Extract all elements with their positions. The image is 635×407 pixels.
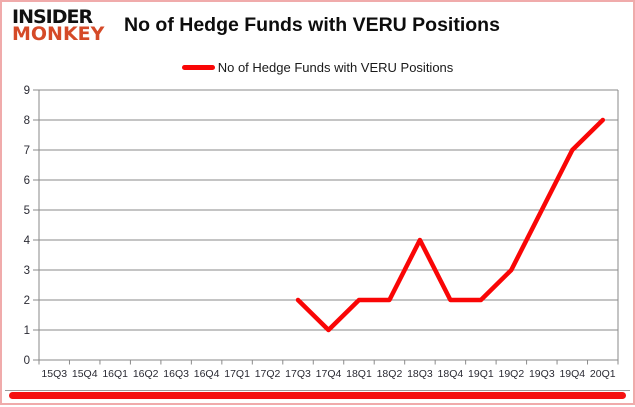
x-tick-label: 18Q3 bbox=[407, 368, 433, 380]
y-tick-label: 6 bbox=[24, 175, 30, 187]
content-divider bbox=[5, 390, 630, 391]
logo-text-insider: INSIDER bbox=[12, 6, 93, 28]
x-tick-label: 17Q4 bbox=[316, 368, 342, 380]
page-title: No of Hedge Funds with VERU Positions bbox=[124, 14, 500, 36]
x-tick-label: 20Q1 bbox=[590, 368, 616, 380]
chart-legend: No of Hedge Funds with VERU Positions bbox=[2, 60, 633, 75]
y-tick-label: 3 bbox=[24, 265, 30, 277]
bottom-accent-bar bbox=[9, 392, 626, 399]
x-tick-label: 15Q3 bbox=[41, 368, 67, 380]
y-tick-label: 2 bbox=[24, 295, 30, 307]
insider-monkey-logo: INSIDER MONKEY bbox=[12, 8, 104, 44]
logo-text-monkey: MONKEY bbox=[12, 23, 105, 45]
x-tick-label: 17Q3 bbox=[285, 368, 311, 380]
y-tick-label: 0 bbox=[24, 355, 30, 367]
series-line bbox=[295, 117, 606, 333]
y-tick-label: 4 bbox=[24, 235, 31, 247]
y-tick-label: 1 bbox=[24, 325, 30, 337]
x-tick-label: 19Q4 bbox=[559, 368, 585, 380]
y-tick-label: 9 bbox=[24, 85, 30, 97]
y-tick-label: 7 bbox=[24, 145, 30, 157]
x-tick-label: 19Q3 bbox=[529, 368, 555, 380]
x-tick-label: 19Q1 bbox=[468, 368, 494, 380]
x-tick-label: 15Q4 bbox=[72, 368, 98, 380]
legend-line-swatch bbox=[181, 65, 215, 70]
x-tick-label: 18Q2 bbox=[377, 368, 403, 380]
x-tick-label: 17Q1 bbox=[224, 368, 250, 380]
x-tick-label: 18Q4 bbox=[438, 368, 464, 380]
y-tick-label: 8 bbox=[24, 115, 30, 127]
x-tick-label: 18Q1 bbox=[346, 368, 372, 380]
legend-label: No of Hedge Funds with VERU Positions bbox=[217, 60, 454, 75]
y-tick-label: 5 bbox=[24, 205, 30, 217]
x-tick-label: 16Q2 bbox=[133, 368, 159, 380]
x-tick-label: 16Q1 bbox=[102, 368, 128, 380]
x-tick-label: 19Q2 bbox=[498, 368, 524, 380]
x-tick-label: 16Q3 bbox=[163, 368, 189, 380]
x-tick-label: 16Q4 bbox=[194, 368, 220, 380]
x-tick-label: 17Q2 bbox=[255, 368, 281, 380]
